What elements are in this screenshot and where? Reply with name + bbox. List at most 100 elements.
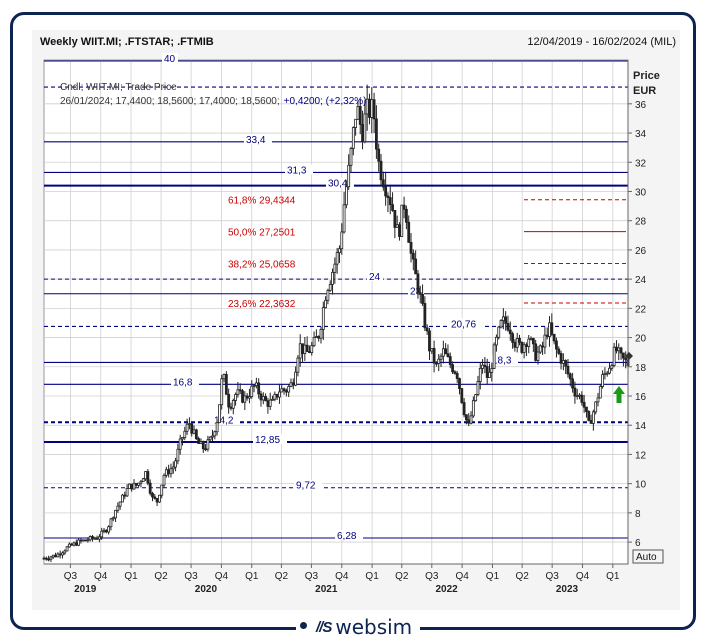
candle-body — [49, 556, 53, 560]
x-tick-label: Q4 — [94, 571, 108, 582]
candle-body — [552, 333, 556, 342]
candle-body — [86, 539, 90, 542]
level-label-bg — [408, 285, 424, 296]
y-tick-label: 22 — [635, 304, 647, 315]
level-label: 14,2 — [214, 415, 234, 426]
candles — [42, 84, 630, 563]
candle-body — [109, 518, 113, 528]
candle-body — [559, 353, 563, 364]
y-tick-label: 6 — [635, 538, 641, 549]
candle-body — [374, 118, 378, 150]
candle-body — [421, 294, 424, 304]
candle-body — [61, 552, 64, 556]
candle-body — [476, 381, 480, 395]
candle-body — [114, 509, 117, 519]
candle-body — [492, 344, 496, 369]
candle-body — [368, 98, 371, 118]
candle-body — [589, 420, 593, 424]
candle-body — [474, 394, 478, 402]
logo-dot-icon — [300, 622, 307, 629]
candle-body — [160, 484, 164, 496]
level-label-bg — [449, 318, 483, 329]
candle-body — [162, 474, 166, 486]
y-tick-label: 36 — [635, 100, 647, 111]
fib-label: 23,6% 22,3632 — [228, 299, 296, 310]
candle-body — [65, 546, 69, 552]
level-label-bg — [335, 529, 363, 540]
candle-body — [181, 437, 184, 440]
candle-body — [287, 386, 291, 393]
candle-body — [571, 378, 575, 389]
websim-logo: //S websim — [296, 614, 421, 640]
x-tick-label: Q1 — [486, 571, 500, 582]
chart-title: Weekly WIIT.MI; .FTSTAR; .FTMIB — [40, 36, 214, 48]
candle-body — [379, 160, 383, 181]
candle-body — [495, 336, 498, 346]
candle-body — [268, 399, 272, 407]
x-tick-label: Q1 — [606, 571, 620, 582]
candle-body — [538, 345, 542, 353]
candle-body — [206, 439, 210, 450]
candle-body — [280, 388, 284, 393]
candle-body — [522, 344, 526, 353]
candle-body — [605, 372, 609, 375]
candle-body — [363, 113, 367, 143]
candle-body — [79, 539, 83, 542]
candle-body — [469, 415, 473, 424]
candle-body — [407, 221, 411, 243]
x-tick-label: Q3 — [425, 571, 439, 582]
candle-body — [601, 374, 605, 387]
candle-body — [282, 388, 286, 391]
candle-body — [164, 469, 168, 476]
candle-body — [391, 204, 394, 211]
legend-change: +0,4200; (+2,32%) — [284, 96, 367, 107]
x-tick-label: Q2 — [154, 571, 168, 582]
candle-body — [499, 320, 503, 328]
candle-body — [266, 400, 270, 407]
candle-body — [102, 529, 106, 532]
level-label-bg — [244, 133, 272, 144]
level-label-bg — [253, 434, 287, 445]
level-label-bg — [367, 271, 383, 282]
candle-body — [405, 208, 408, 223]
candle-body — [254, 382, 258, 387]
candle-body — [545, 334, 549, 337]
candle-body — [428, 330, 431, 352]
candle-body — [125, 487, 129, 497]
candle-body — [481, 364, 484, 369]
candle-body — [312, 337, 316, 347]
candle-body — [197, 438, 201, 445]
candle-body — [238, 389, 242, 392]
candle-body — [77, 539, 81, 546]
candle-body — [245, 395, 249, 399]
candle-body — [619, 347, 623, 354]
level-label: 31,3 — [287, 165, 307, 176]
last-price-diamond-icon — [625, 352, 633, 360]
candle-body — [201, 441, 205, 450]
candle-body — [259, 393, 263, 401]
candle-body — [349, 148, 353, 166]
level-label: 33,4 — [246, 135, 266, 146]
x-tick-label: Q3 — [184, 571, 198, 582]
x-tick-label: Q1 — [245, 571, 259, 582]
y-tick-label: 28 — [635, 217, 647, 228]
level-label-bg — [285, 164, 313, 175]
candle-body — [241, 390, 244, 403]
candle-body — [529, 338, 533, 340]
horizontal-levels: 40 33,4 31,3 30,4 24 23 20,76 18,3 16,8 14,2 12,85… — [44, 53, 628, 542]
candle-body — [414, 258, 418, 275]
auto-scale-button[interactable]: Auto — [632, 549, 664, 564]
candle-body — [342, 204, 346, 233]
x-tick-label: Q3 — [64, 571, 78, 582]
candle-body — [107, 526, 111, 533]
candle-body — [467, 419, 471, 424]
candle-body — [548, 322, 551, 337]
candle-body — [513, 341, 517, 348]
candle-body — [441, 348, 445, 357]
candle-body — [222, 374, 226, 380]
candle-body — [158, 494, 161, 503]
candle-body — [608, 367, 611, 374]
candle-body — [497, 326, 501, 338]
x-year-label: 2021 — [315, 584, 338, 595]
